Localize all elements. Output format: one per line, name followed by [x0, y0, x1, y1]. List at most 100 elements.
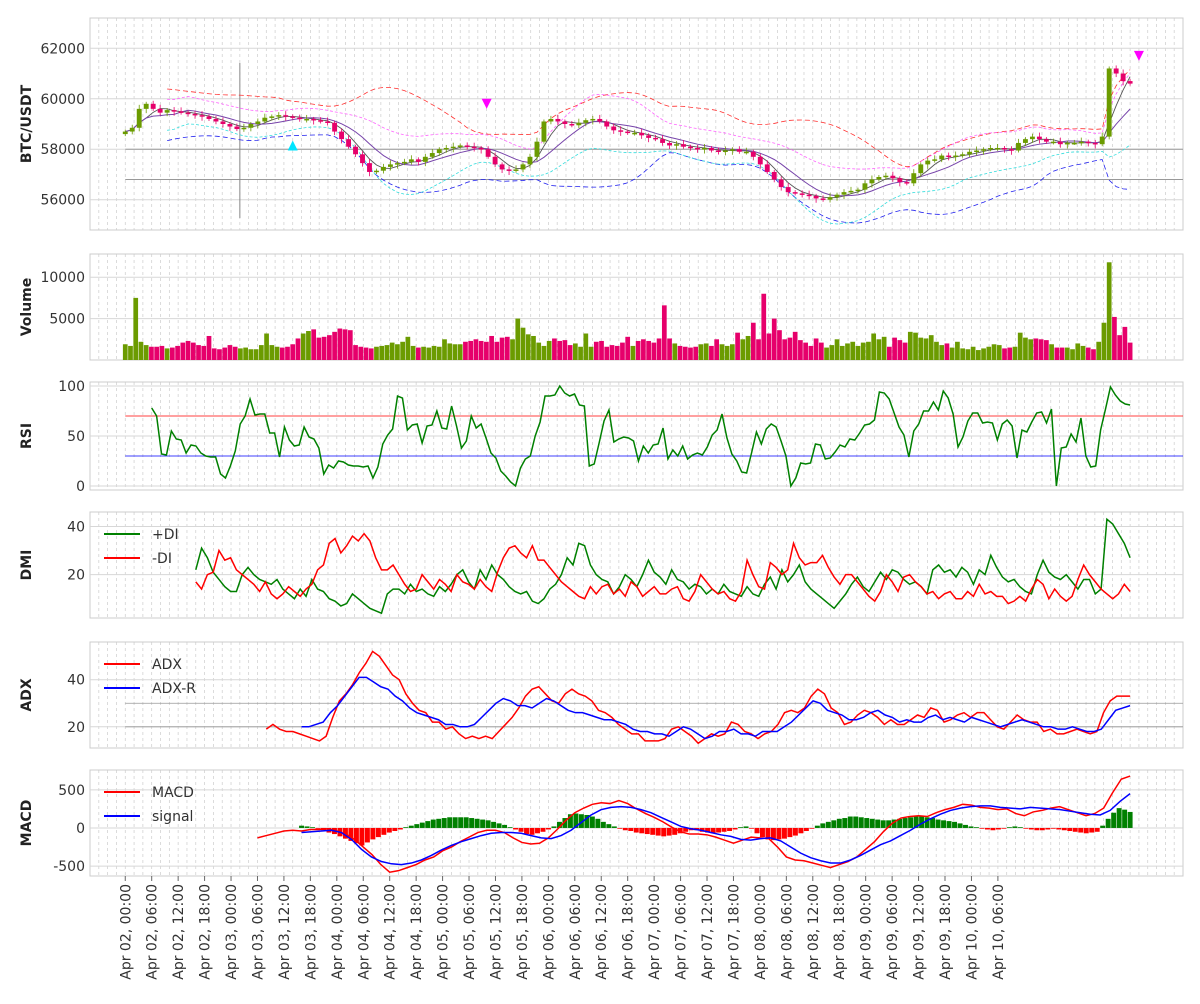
volume-bar [934, 341, 939, 360]
volume-bar [1049, 344, 1054, 360]
x-tick-label: Apr 06, 00:00 [541, 884, 557, 980]
volume-bar [1007, 347, 1013, 360]
macd-histogram-bar [803, 827, 809, 832]
macd-histogram-bar [875, 819, 881, 828]
x-tick-label: Apr 06, 18:00 [621, 884, 637, 980]
volume-bar [415, 347, 421, 360]
macd-histogram-bar [551, 826, 557, 828]
volume-bar [907, 331, 913, 360]
signal-line [301, 793, 1131, 866]
volume-bar [735, 332, 740, 360]
macd-histogram-bar [419, 822, 425, 828]
volume-bar [159, 345, 165, 360]
x-tick-label: Apr 09, 06:00 [885, 884, 901, 980]
x-tick-label: Apr 02, 18:00 [198, 884, 214, 980]
candle-body [995, 147, 1000, 150]
macd-histogram-bar [491, 821, 497, 828]
volume-bar [955, 341, 960, 360]
volume-bar [258, 345, 264, 360]
candle-body [471, 146, 477, 149]
legend-macd: MACD [104, 785, 194, 801]
candle-body [429, 153, 435, 157]
volume-bar [860, 342, 866, 360]
macd-histogram-bar [392, 827, 398, 832]
volume-bar [190, 342, 196, 360]
macd-histogram-bar [414, 824, 420, 828]
volume-bar [1070, 349, 1075, 360]
candle-body [778, 179, 784, 188]
volume-bar [138, 341, 144, 360]
legend-label: ADX [152, 657, 182, 673]
volume-bar [494, 341, 500, 360]
candle-body [681, 144, 686, 147]
volume-bar [991, 344, 997, 360]
macd-histogram-bar [661, 827, 667, 837]
volume-bar [400, 341, 405, 360]
volume-bar [128, 345, 133, 360]
volume-bar [395, 344, 400, 360]
volume-bar [279, 347, 285, 360]
macd-histogram-bar [930, 818, 936, 828]
macd-histogram-bar [825, 821, 831, 828]
macd-histogram-bar [364, 827, 370, 843]
volume-bar [489, 335, 494, 360]
volume-bar [651, 342, 657, 360]
macd-histogram-bar [743, 826, 749, 828]
macd-histogram-bar [781, 827, 787, 839]
y-tick-label: 50 [67, 429, 85, 445]
macd-histogram-bar [370, 827, 376, 840]
volume-bar [887, 346, 892, 360]
volume-bar [504, 336, 510, 360]
macd-histogram-bar [535, 827, 540, 834]
macd-histogram-bar [979, 827, 985, 829]
macd-histogram-bar [836, 818, 842, 828]
macd-histogram-bar [611, 826, 617, 828]
volume-bar [578, 346, 583, 360]
candle-body [569, 124, 575, 126]
macd-histogram-bar [935, 819, 941, 828]
volume-bar [996, 345, 1002, 360]
candle-body [674, 144, 679, 146]
macd-histogram-bar [995, 827, 1001, 830]
x-tick-label: Apr 05, 06:00 [462, 884, 478, 980]
macd-histogram-bar [1116, 808, 1122, 828]
candle-body [374, 170, 379, 173]
y-tick-label: 62000 [40, 41, 85, 57]
macd-histogram-bar [408, 825, 414, 828]
macd-histogram-bar [573, 813, 579, 828]
macd-histogram-bar [496, 823, 502, 828]
candle-body [325, 121, 331, 123]
volume-bar [677, 345, 683, 360]
x-tick-label: Apr 09, 00:00 [859, 884, 875, 980]
volume-bar [635, 340, 641, 360]
macd-histogram-bar [787, 827, 793, 838]
candle-body [185, 112, 191, 115]
x-tick-label: Apr 02, 12:00 [171, 884, 187, 980]
volume-bar [457, 344, 463, 360]
x-tick-label: Apr 03, 06:00 [250, 884, 266, 980]
macd-histogram-bar [1089, 827, 1095, 833]
volume-bar [944, 343, 950, 360]
volume-bar [698, 344, 704, 360]
volume-bar [724, 345, 730, 360]
volume-bar [1033, 338, 1039, 360]
volume-bar [196, 345, 201, 360]
macd-histogram-bar [672, 827, 678, 835]
candle-body [988, 147, 993, 150]
panel-macd: -500 0 500 MACD MACD signal [19, 769, 1184, 877]
candle-body [234, 126, 240, 130]
macd-histogram-bar [990, 827, 996, 831]
volume-bar [782, 339, 788, 360]
candle-body [1036, 136, 1042, 140]
y-axis-label: RSI [19, 423, 35, 449]
y-tick-label: 5000 [49, 312, 85, 328]
x-tick-label: Apr 02, 00:00 [118, 884, 134, 980]
volume-bar [447, 343, 453, 360]
candle-body [764, 164, 770, 172]
macd-histogram-bar [1028, 827, 1034, 830]
macd-histogram-bar [908, 817, 914, 828]
volume-bar [709, 345, 714, 360]
candle-body [1022, 139, 1028, 143]
candle-body [834, 194, 840, 198]
volume-bar [347, 330, 353, 360]
